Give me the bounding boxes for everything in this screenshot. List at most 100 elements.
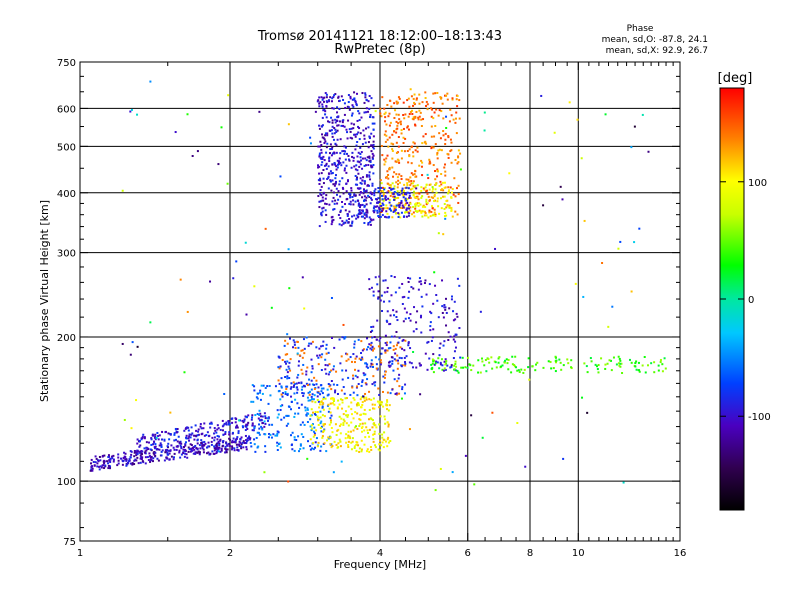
data-point: [290, 382, 293, 385]
data-point: [355, 443, 358, 446]
data-point: [347, 436, 350, 439]
data-point: [401, 193, 404, 196]
data-point: [580, 157, 583, 160]
data-point: [236, 436, 239, 439]
data-point: [320, 420, 323, 423]
data-point: [221, 445, 224, 448]
data-point: [390, 204, 393, 207]
data-point: [343, 337, 346, 340]
data-point: [456, 277, 459, 280]
data-point: [445, 115, 448, 118]
data-point: [228, 421, 231, 424]
data-point: [347, 154, 350, 157]
data-point: [377, 297, 380, 300]
data-point: [342, 386, 345, 389]
data-point: [329, 436, 332, 439]
data-point: [288, 367, 291, 370]
data-point: [325, 151, 328, 154]
data-point: [412, 180, 415, 183]
data-point: [439, 363, 442, 366]
data-point: [352, 156, 355, 159]
data-point: [225, 442, 228, 445]
data-point: [170, 444, 173, 447]
data-point: [317, 423, 320, 426]
data-point: [340, 355, 343, 358]
data-point: [231, 445, 234, 448]
data-point: [185, 453, 188, 456]
data-point: [350, 441, 353, 444]
data-point: [280, 377, 283, 380]
data-point: [285, 424, 288, 427]
data-point: [400, 199, 403, 202]
data-point: [322, 340, 325, 343]
data-point: [266, 385, 269, 388]
data-point: [387, 347, 390, 350]
data-point: [418, 164, 421, 167]
data-point: [240, 443, 243, 446]
data-point: [455, 365, 458, 368]
data-point: [219, 450, 222, 453]
data-point: [385, 204, 388, 207]
data-point: [372, 294, 375, 297]
data-point: [375, 367, 378, 370]
data-point: [319, 192, 322, 195]
data-point: [333, 440, 336, 443]
data-point: [405, 193, 408, 196]
data-point: [350, 448, 353, 451]
data-point: [363, 429, 366, 432]
data-point: [420, 196, 423, 199]
data-point: [175, 431, 178, 434]
data-point: [318, 403, 321, 406]
data-point: [300, 433, 303, 436]
data-point: [358, 206, 361, 209]
data-point: [374, 188, 377, 191]
data-point: [558, 358, 561, 361]
data-point: [339, 138, 342, 141]
data-point: [464, 454, 467, 457]
data-point: [314, 441, 317, 444]
data-point: [361, 349, 364, 352]
data-point: [371, 156, 374, 159]
data-point: [143, 451, 146, 454]
x-tick-label: 16: [674, 548, 687, 559]
data-point: [220, 449, 223, 452]
data-point: [238, 444, 241, 447]
data-point: [188, 448, 191, 451]
data-point: [158, 434, 161, 437]
data-point: [99, 465, 102, 468]
data-point: [420, 331, 423, 334]
data-point: [133, 459, 136, 462]
data-point: [453, 177, 456, 180]
data-point: [251, 424, 254, 427]
data-point: [354, 100, 357, 103]
data-point: [341, 121, 344, 124]
data-point: [277, 379, 280, 382]
data-point: [196, 451, 199, 454]
data-point: [453, 368, 456, 371]
data-point: [260, 384, 263, 387]
data-point: [447, 191, 450, 194]
data-point: [326, 388, 329, 391]
data-point: [305, 373, 308, 376]
data-point: [430, 145, 433, 148]
data-point: [409, 313, 412, 316]
data-point: [239, 445, 242, 448]
data-point: [209, 452, 212, 455]
data-point: [447, 136, 450, 139]
data-point: [315, 346, 318, 349]
data-point: [444, 143, 447, 146]
data-point: [360, 215, 363, 218]
data-point: [251, 422, 254, 425]
data-point: [378, 423, 381, 426]
data-point: [378, 443, 381, 446]
data-point: [187, 446, 190, 449]
data-point: [393, 207, 396, 210]
data-point: [319, 416, 322, 419]
data-point: [345, 359, 348, 362]
data-point: [292, 385, 295, 388]
data-point: [258, 419, 261, 422]
data-point: [350, 189, 353, 192]
data-point: [431, 205, 434, 208]
data-point: [168, 452, 171, 455]
data-point: [168, 458, 171, 461]
